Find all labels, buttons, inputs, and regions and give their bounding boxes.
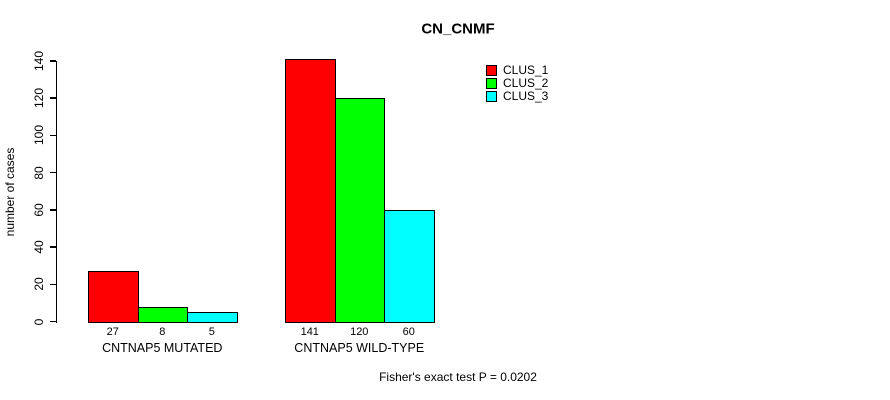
y-tick-label: 140 [32,50,46,72]
bar-value-label: 60 [402,326,415,338]
y-axis-tick [49,97,56,99]
legend-swatch-clus_3 [486,91,497,102]
bar-value-label: 5 [208,326,215,338]
y-tick-label: 40 [32,240,46,254]
y-tick-label: 80 [32,165,46,180]
y-axis-tick [49,171,56,174]
legend: CLUS_1 CLUS_2 CLUS_3 [486,64,548,103]
y-axis-tick [49,246,56,248]
bar-clus_2-group2 [334,98,385,323]
legend-label: CLUS_3 [503,89,549,103]
y-tick-label: 120 [32,88,46,109]
legend-row-clus_1: CLUS_1 [486,64,548,77]
x-group-label: CNTNAP5 WILD-TYPE [294,341,425,355]
y-axis-line [55,61,57,323]
bar-clus_1-group2 [285,59,336,323]
bar-clus_1-group1 [88,271,139,323]
y-axis-title: number of cases [3,147,17,237]
x-group-label: CNTNAP5 MUTATED [102,341,223,355]
fisher-test-annotation: Fisher's exact test P = 0.0202 [379,370,537,384]
y-axis-tick [49,283,56,286]
y-axis-tick [49,209,56,211]
y-axis-tick [49,60,56,62]
y-tick-label: 0 [32,318,46,325]
y-tick-label: 100 [32,125,46,146]
bar-value-label: 8 [159,326,166,338]
legend-label: CLUS_1 [503,63,549,77]
bar-value-label: 141 [300,326,319,338]
chart-title: CN_CNMF [421,20,495,38]
legend-row-clus_3: CLUS_3 [486,90,548,103]
y-tick-label: 20 [32,277,46,291]
y-axis-tick [49,134,56,137]
legend-row-clus_2: CLUS_2 [486,77,548,90]
legend-label: CLUS_2 [503,76,549,90]
y-axis-tick [49,320,56,323]
bar-clus_2-group1 [137,306,188,323]
bar-value-label: 27 [106,326,119,338]
bar-clus_3-group1 [187,312,238,323]
legend-swatch-clus_1 [486,65,497,76]
bar-value-label: 120 [350,326,369,338]
legend-swatch-clus_2 [486,78,497,89]
bar-clus_3-group2 [384,209,435,323]
y-tick-label: 60 [32,203,46,217]
